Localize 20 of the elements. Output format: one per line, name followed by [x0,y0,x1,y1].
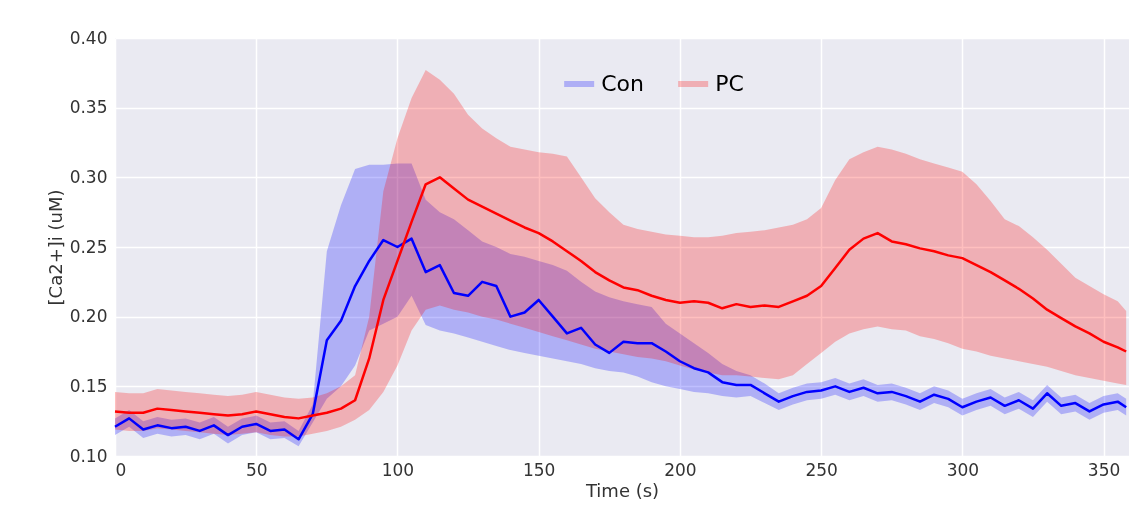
x-tick-label: 150 [522,459,556,480]
legend-label: PC [715,71,744,96]
y-tick-label: 0.40 [69,27,108,48]
x-tick-label: 200 [664,459,697,480]
legend-label: Con [601,71,644,96]
y-tick-label: 0.10 [69,445,108,466]
x-tick-label: 50 [245,459,268,480]
line-series [113,237,1128,441]
y-tick-label: 0.35 [69,97,108,118]
x-tick-label: 250 [805,459,838,480]
y-tick-label: 0.20 [69,306,108,327]
y-axis-title: [Ca2+]i (uM) [44,189,66,306]
x-tick-label: 0 [115,459,127,480]
x-tick-label: 300 [946,459,980,480]
x-tick-label: 100 [381,459,415,480]
y-tick-label: 0.15 [69,375,108,396]
x-axis-title: Time (s) [584,479,660,501]
y-tick-label: 0.30 [69,166,108,187]
y-tick-label: 0.25 [69,236,108,257]
x-tick-label: 350 [1087,459,1121,480]
